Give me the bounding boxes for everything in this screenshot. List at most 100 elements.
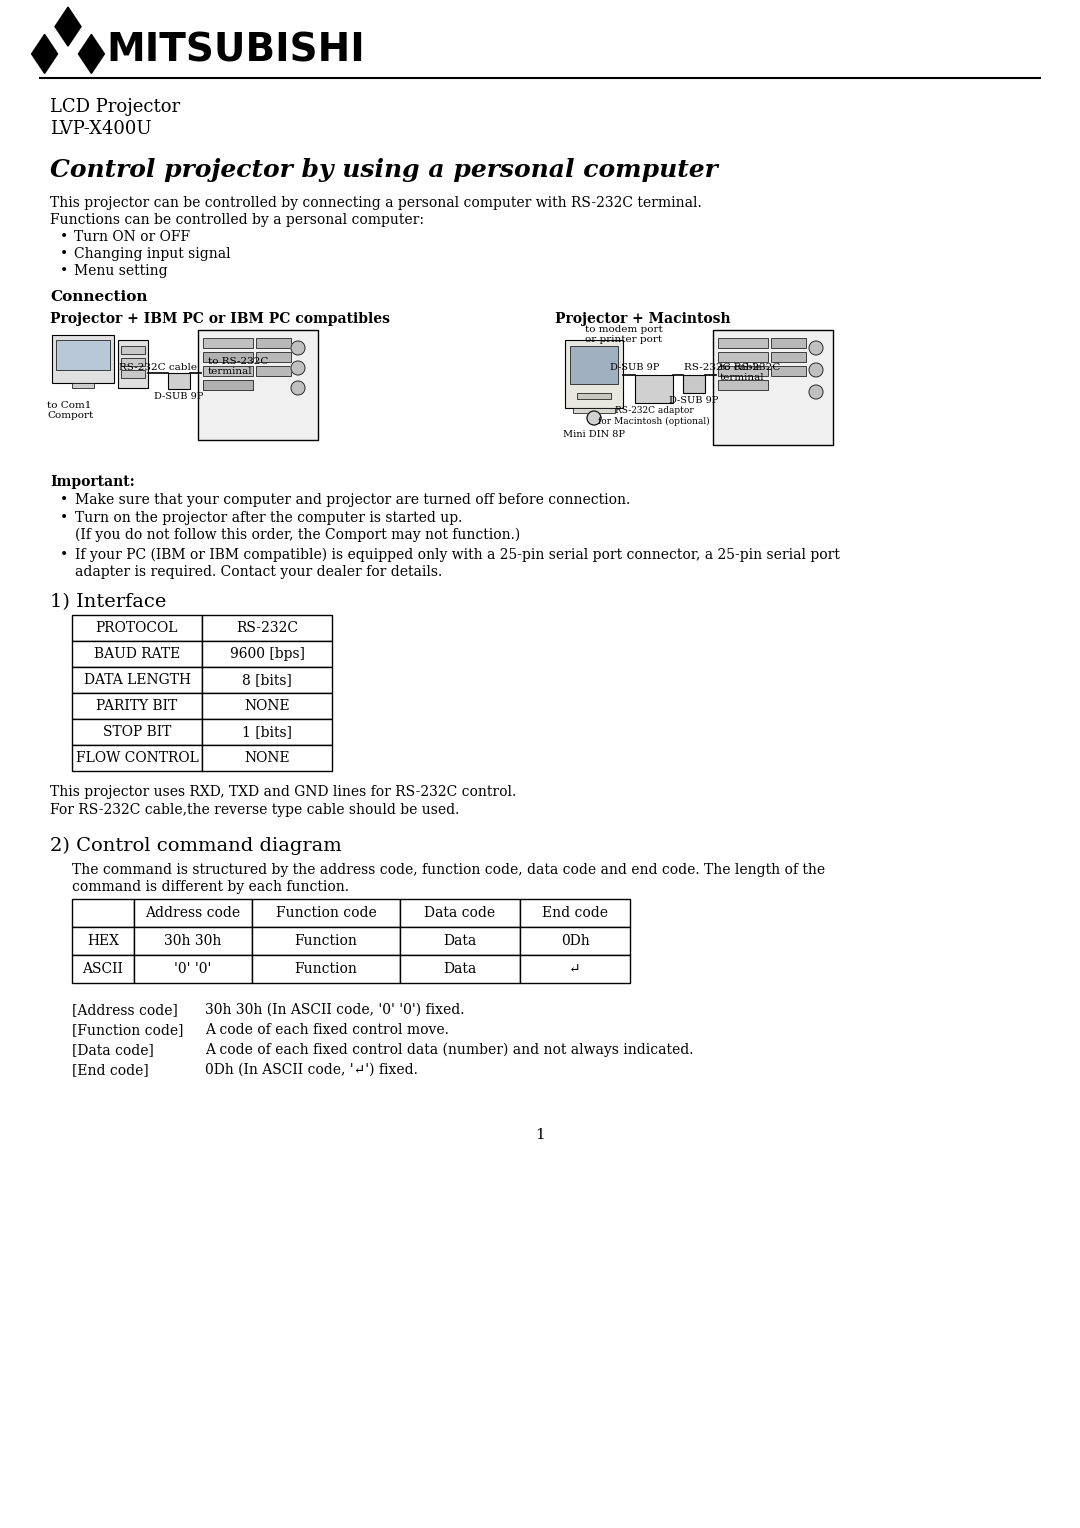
Bar [72,898,134,927]
Text: [Address code]: [Address code] [72,1002,178,1018]
Text: RS-232C: RS-232C [237,620,298,636]
Circle shape [291,341,305,354]
Text: D-SUB 9P: D-SUB 9P [610,364,660,371]
Text: Changing input signal: Changing input signal [75,248,231,261]
Text: 1 [bits]: 1 [bits] [242,724,292,740]
Bar [198,330,318,440]
Text: (If you do not follow this order, the Comport may not function.): (If you do not follow this order, the Co… [75,529,521,542]
Circle shape [809,364,823,377]
Text: RS-232C adaptor
for Macintosh (optional): RS-232C adaptor for Macintosh (optional) [598,406,710,426]
Bar [72,720,202,746]
Text: Address code: Address code [146,906,241,920]
Text: Turn on the projector after the computer is started up.: Turn on the projector after the computer… [75,510,462,526]
Bar [256,367,291,376]
Text: command is different by each function.: command is different by each function. [72,880,349,894]
Bar [121,345,145,354]
Text: DATA LENGTH: DATA LENGTH [83,672,190,688]
Bar [121,358,145,367]
Text: MITSUBISHI: MITSUBISHI [106,31,365,69]
Text: Menu setting: Menu setting [75,264,167,278]
Text: RS-232C cable: RS-232C cable [119,364,197,371]
Bar [256,338,291,348]
Bar [202,642,332,668]
Text: 1) Interface: 1) Interface [50,593,166,611]
Text: 0Dh: 0Dh [561,934,590,947]
Bar [565,341,623,408]
Text: D-SUB 9P: D-SUB 9P [154,393,204,400]
Bar [202,614,332,642]
Text: adapter is required. Contact your dealer for details.: adapter is required. Contact your dealer… [75,565,442,579]
Bar [72,694,202,720]
Text: '0' '0': '0' '0' [174,963,212,976]
Bar [256,351,291,362]
Text: to RS-232C
terminal: to RS-232C terminal [208,358,268,376]
Bar [683,374,705,393]
Text: 8 [bits]: 8 [bits] [242,672,292,688]
Text: The command is structured by the address code, function code, data code and end : The command is structured by the address… [72,863,825,877]
Text: NONE: NONE [244,750,289,766]
Bar [400,955,519,983]
Bar [570,345,618,384]
Bar [573,408,615,413]
Text: PROTOCOL: PROTOCOL [96,620,178,636]
Polygon shape [55,8,81,46]
Bar [400,898,519,927]
Text: Function code: Function code [275,906,376,920]
Text: Projector + Macintosh: Projector + Macintosh [555,312,731,325]
Bar [519,955,630,983]
Text: •: • [60,549,68,562]
Text: •: • [60,231,68,244]
Bar [72,642,202,668]
Bar [718,338,768,348]
Text: For RS-232C cable,the reverse type cable should be used.: For RS-232C cable,the reverse type cable… [50,804,459,817]
Text: Turn ON or OFF: Turn ON or OFF [75,231,190,244]
Text: [Data code]: [Data code] [72,1044,153,1057]
Bar [134,927,252,955]
Text: FLOW CONTROL: FLOW CONTROL [76,750,199,766]
Bar [718,380,768,390]
Bar [718,367,768,376]
Bar [203,338,253,348]
Bar [400,927,519,955]
Circle shape [588,411,600,425]
Bar [202,746,332,772]
Bar [252,927,400,955]
Text: [End code]: [End code] [72,1063,149,1077]
Bar [252,898,400,927]
Text: BAUD RATE: BAUD RATE [94,646,180,662]
Text: Mini DIN 8P: Mini DIN 8P [563,429,625,439]
Bar [72,955,134,983]
Circle shape [809,341,823,354]
Bar [72,927,134,955]
Text: Functions can be controlled by a personal computer:: Functions can be controlled by a persona… [50,212,424,228]
Bar [118,341,148,388]
Text: ASCII: ASCII [82,963,123,976]
Text: to Com1
Comport: to Com1 Comport [48,400,93,420]
Bar [72,746,202,772]
Bar [771,367,806,376]
Bar [168,373,190,390]
Text: 30h 30h (In ASCII code, '0' '0') fixed.: 30h 30h (In ASCII code, '0' '0') fixed. [205,1002,464,1018]
Text: D-SUB 9P: D-SUB 9P [670,396,718,405]
Text: [Function code]: [Function code] [72,1024,184,1038]
Bar [56,341,110,370]
Bar [52,335,114,384]
Bar [72,668,202,694]
Bar [203,380,253,390]
Text: Data code: Data code [424,906,496,920]
Text: ↵: ↵ [569,963,581,976]
Text: 30h 30h: 30h 30h [164,934,221,947]
Text: Connection: Connection [50,290,148,304]
Bar [252,955,400,983]
Circle shape [291,361,305,374]
Text: Important:: Important: [50,475,135,489]
Text: •: • [60,248,68,261]
Circle shape [809,385,823,399]
Text: •: • [60,494,68,507]
Text: LCD Projector: LCD Projector [50,98,180,116]
Text: Projector + IBM PC or IBM PC compatibles: Projector + IBM PC or IBM PC compatibles [50,312,390,325]
Text: This projector uses RXD, TXD and GND lines for RS-232C control.: This projector uses RXD, TXD and GND lin… [50,785,516,799]
Bar [519,898,630,927]
Bar [202,720,332,746]
Text: Control projector by using a personal computer: Control projector by using a personal co… [50,157,718,182]
